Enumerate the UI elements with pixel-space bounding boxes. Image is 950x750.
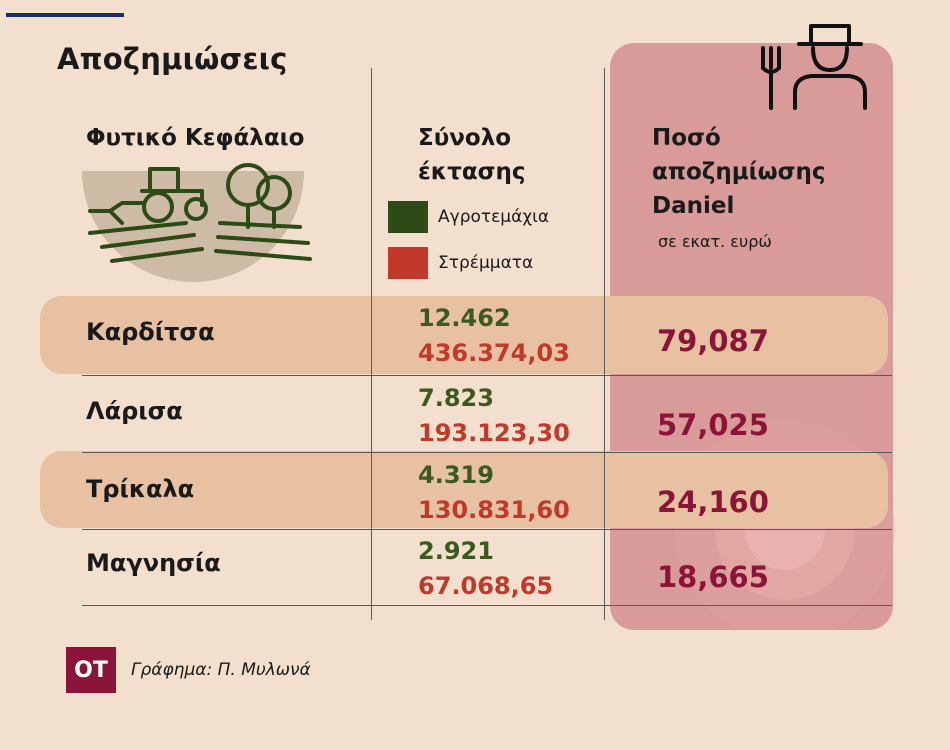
header-compensation-line2: αποζημίωσης (652, 159, 826, 185)
plots-value: 12.462 (418, 304, 511, 332)
row-separator (82, 375, 892, 376)
column-divider-left (371, 68, 372, 620)
compensation-unit: σε εκατ. ευρώ (658, 232, 772, 251)
legend-label-plots: Αγροτεμάχια (438, 207, 550, 227)
region-label: Καρδίτσα (86, 318, 215, 346)
graphic-credit: Γράφημα: Π. Μυλωνά (131, 660, 311, 680)
row-band-karditsa (40, 296, 888, 374)
area-value: 67.068,65 (418, 572, 554, 600)
farmer-icon (761, 24, 867, 110)
header-crop-capital: Φυτικό Κεφάλαιο (86, 125, 305, 151)
row-separator (82, 452, 892, 453)
region-label: Μαγνησία (86, 549, 221, 577)
row-separator (82, 605, 892, 606)
legend-swatch-area (388, 247, 428, 279)
accent-bar (6, 13, 124, 17)
row-band-trikala (40, 451, 888, 528)
header-compensation: Ποσό αποζημίωσης Daniel (652, 121, 882, 223)
compensation-value: 24,160 (657, 485, 769, 519)
area-value: 193.123,30 (418, 419, 570, 447)
header-compensation-line1: Ποσό (652, 125, 721, 151)
region-label: Τρίκαλα (86, 475, 195, 503)
header-total-area-line2: έκτασης (418, 159, 526, 185)
column-divider-right (604, 68, 605, 620)
row-separator (82, 529, 892, 530)
legend-swatch-plots (388, 201, 428, 233)
legend-label-area: Στρέμματα (438, 253, 534, 273)
plots-value: 2.921 (418, 537, 494, 565)
plots-value: 7.823 (418, 384, 494, 412)
tractor-tree-icon (82, 163, 312, 282)
compensation-value: 18,665 (657, 560, 769, 594)
header-total-area-line1: Σύνολο (418, 125, 512, 151)
area-value: 436.374,03 (418, 339, 570, 367)
ot-logo: OT (66, 647, 116, 693)
plots-value: 4.319 (418, 461, 494, 489)
chart-title: Αποζημιώσεις (57, 42, 288, 76)
region-label: Λάρισα (86, 397, 183, 425)
compensation-value: 79,087 (657, 324, 769, 358)
area-value: 130.831,60 (418, 496, 570, 524)
header-compensation-line3: Daniel (652, 193, 735, 219)
header-total-area: Σύνολο έκτασης (418, 121, 598, 189)
compensation-value: 57,025 (657, 408, 769, 442)
